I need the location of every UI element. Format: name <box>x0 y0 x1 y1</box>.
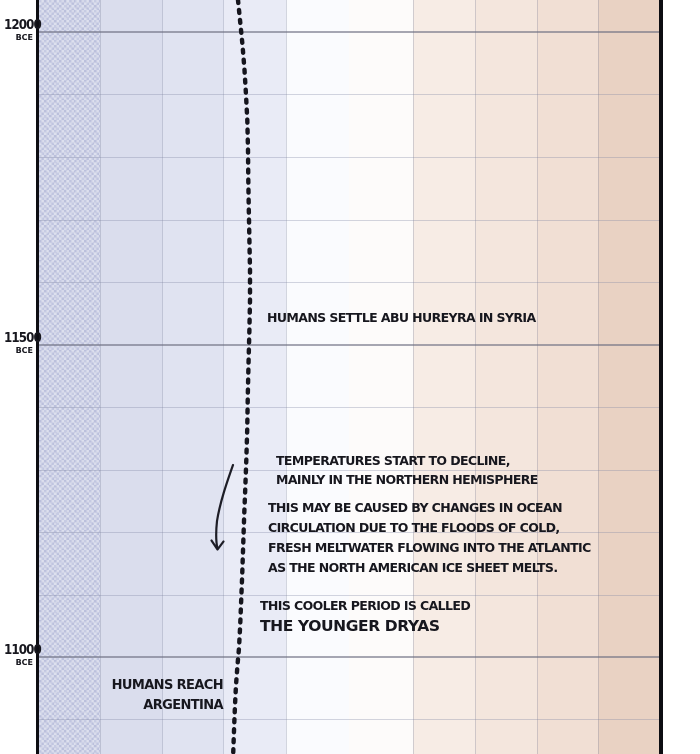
temperature-band <box>100 0 162 754</box>
minor-gridline <box>39 157 659 158</box>
year-tick-label: 12000 <box>3 17 42 33</box>
right-border-line <box>659 0 663 754</box>
annotation-humans-argentina: HUMANS REACH ARGENTINA <box>111 676 224 716</box>
temperature-band <box>286 0 349 754</box>
annotation-temperature-decline: TEMPERATURES START TO DECLINE, MAINLY IN… <box>276 451 538 489</box>
annotation-line: HUMANS SETTLE ABU HUREYRA IN SYRIA <box>267 310 536 325</box>
year-tick: 11000 BCE <box>0 642 42 667</box>
temperature-band <box>413 0 475 754</box>
annotation-line: THIS MAY BE CAUSED BY CHANGES IN OCEAN <box>268 500 563 515</box>
band-boundary-line <box>286 0 287 754</box>
minor-gridline <box>39 719 659 720</box>
annotation-line: TEMPERATURES START TO DECLINE, <box>276 453 510 468</box>
major-gridline <box>39 344 659 346</box>
temperature-band <box>39 0 100 754</box>
plot-area <box>36 0 663 754</box>
temperature-band <box>223 0 286 754</box>
major-gridline <box>39 656 659 658</box>
band-boundary-line <box>162 0 163 754</box>
annotation-line: AS THE NORTH AMERICAN ICE SHEET MELTS. <box>268 560 558 575</box>
temperature-band <box>537 0 598 754</box>
band-boundary-line <box>598 0 599 754</box>
year-tick-label: 11000 <box>3 642 42 658</box>
minor-gridline <box>39 470 659 471</box>
band-boundary-line <box>537 0 538 754</box>
era-label: BCE <box>15 346 33 355</box>
annotation-ocean-circulation: THIS MAY BE CAUSED BY CHANGES IN OCEAN C… <box>268 498 591 578</box>
band-boundary-line <box>223 0 224 754</box>
band-boundary-line <box>413 0 414 754</box>
y-axis-line <box>36 0 39 754</box>
era-label: BCE <box>15 33 33 42</box>
band-boundary-line <box>475 0 476 754</box>
minor-gridline <box>39 282 659 283</box>
temperature-band <box>349 0 413 754</box>
era-label: BCE <box>15 658 33 667</box>
annotation-abu-hureyra: HUMANS SETTLE ABU HUREYRA IN SYRIA <box>267 308 536 328</box>
annotation-line: CIRCULATION DUE TO THE FLOODS OF COLD, <box>268 520 560 535</box>
temperature-band <box>475 0 537 754</box>
annotation-younger-dryas: THIS COOLER PERIOD IS CALLED THE YOUNGER… <box>260 596 471 636</box>
annotation-line: THE YOUNGER DRYAS <box>260 617 440 635</box>
minor-gridline <box>39 595 659 596</box>
year-tick: 11500 BCE <box>0 330 42 355</box>
minor-gridline <box>39 407 659 408</box>
annotation-line: HUMANS REACH <box>111 678 224 693</box>
annotation-line: MAINLY IN THE NORTHERN HEMISPHERE <box>276 472 538 487</box>
temperature-band <box>598 0 659 754</box>
temperature-band <box>162 0 223 754</box>
band-boundary-line <box>100 0 101 754</box>
minor-gridline <box>39 220 659 221</box>
annotation-line: THIS COOLER PERIOD IS CALLED <box>260 598 471 613</box>
major-gridline <box>39 31 659 33</box>
minor-gridline <box>39 532 659 533</box>
year-tick: 12000 BCE <box>0 17 42 42</box>
minor-gridline <box>39 94 659 95</box>
temperature-bands <box>39 0 659 754</box>
annotation-line: ARGENTINA <box>143 698 223 713</box>
annotation-line: FRESH MELTWATER FLOWING INTO THE ATLANTI… <box>268 540 591 555</box>
year-tick-label: 11500 <box>3 330 42 346</box>
